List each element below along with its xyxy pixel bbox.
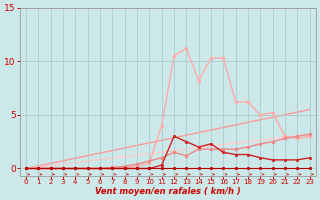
X-axis label: Vent moyen/en rafales ( km/h ): Vent moyen/en rafales ( km/h ) — [95, 187, 241, 196]
